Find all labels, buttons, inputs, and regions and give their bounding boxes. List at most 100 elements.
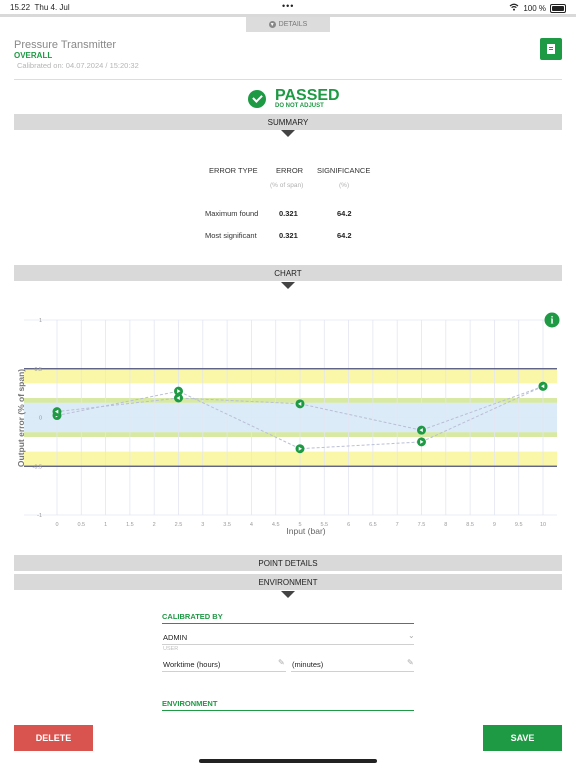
direction-arrow-icon (298, 401, 302, 406)
chevron-down-icon[interactable]: ⌄ (408, 631, 415, 640)
y-axis-label: Output error (% of span) (16, 369, 26, 467)
summary-header-type: ERROR TYPE (209, 166, 258, 175)
x-tick-label: 6.5 (369, 522, 377, 528)
x-tick-label: 10 (540, 522, 546, 528)
note-button[interactable] (540, 38, 562, 60)
info-button[interactable]: i (544, 312, 560, 328)
note-icon (547, 44, 555, 54)
environment-divider (162, 710, 414, 711)
y-tick-label: 0.5 (34, 367, 42, 373)
x-tick-label: 4.5 (272, 522, 280, 528)
save-button[interactable]: SAVE (483, 725, 562, 751)
summary-row-type: Most significant (205, 231, 257, 240)
user-caption: USER (163, 646, 179, 652)
series-line-up (56, 385, 544, 450)
worktime-hours-input[interactable]: Worktime (hours) (163, 660, 221, 669)
summary-row-error: 0.321 (279, 209, 298, 218)
summary-row-error: 0.321 (279, 231, 298, 240)
calibrated-by-label: CALIBRATED BY (162, 612, 223, 621)
error-chart: 0 0.5 1 1.5 2 2.5 3 3.5 4 4.5 5 5.5 6 6.5 7 7.5 8 8.5 9 9.5… (16, 312, 560, 536)
x-tick-label: 4 (250, 522, 253, 528)
tolerance-band (24, 451, 557, 467)
info-icon: i (551, 316, 554, 327)
chart-section-header[interactable]: CHART (14, 265, 562, 281)
home-indicator[interactable] (199, 759, 377, 763)
x-tick-label: 0.5 (77, 522, 85, 528)
chevron-down-circle-icon: ▼ (268, 21, 276, 28)
x-tick-label: 7.5 (418, 522, 426, 528)
environment-section-label: ENVIRONMENT (258, 577, 318, 587)
battery-percent: 100 % (523, 3, 546, 13)
multitask-dots-icon[interactable]: ••• (282, 1, 295, 11)
x-tick-label: 8.5 (466, 522, 474, 528)
check-circle-icon (248, 90, 266, 108)
worktime-minutes-input[interactable]: (minutes) (292, 660, 324, 669)
direction-arrow-icon (420, 439, 424, 444)
top-divider (0, 14, 576, 17)
user-underline (162, 644, 414, 645)
user-select[interactable]: ADMIN (163, 633, 188, 642)
x-axis-label: Input (bar) (286, 526, 325, 536)
wifi-icon (509, 3, 519, 13)
tolerance-band (24, 432, 557, 437)
header-divider (14, 79, 562, 80)
delete-button[interactable]: DELETE (14, 725, 93, 751)
result-sub: DO NOT ADJUST (275, 103, 324, 109)
pencil-icon[interactable]: ✎ (278, 658, 285, 667)
direction-arrow-icon (176, 396, 180, 400)
environment-label: ENVIRONMENT (162, 699, 218, 708)
x-tick-label: 1.5 (126, 522, 134, 528)
point-details-section-header[interactable]: POINT DETAILS (14, 555, 562, 571)
chart-arrow-icon (281, 282, 295, 289)
x-tick-label: 1 (104, 522, 107, 528)
summary-row-significance: 64.2 (337, 231, 352, 240)
x-tick-label: 2.5 (175, 522, 183, 528)
result-status: PASSED (275, 87, 340, 104)
x-tick-label: 0 (55, 522, 58, 528)
tolerance-band (24, 368, 557, 384)
details-tab-label: DETAILS (278, 21, 308, 28)
summary-section-label: SUMMARY (267, 117, 309, 127)
summary-header-error: ERROR (276, 166, 304, 175)
y-tick-label: -1 (37, 513, 42, 519)
calibrated-by-divider (162, 623, 414, 624)
instrument-title: Pressure Transmitter (14, 39, 117, 51)
pencil-icon[interactable]: ✎ (407, 658, 414, 667)
point-details-label: POINT DETAILS (258, 558, 318, 568)
worktime-hours-underline (162, 671, 286, 672)
direction-arrow-icon (298, 446, 302, 451)
direction-arrow-icon (55, 409, 59, 414)
summary-unit-significance: (%) (339, 182, 350, 189)
environment-arrow-icon (281, 591, 295, 598)
summary-arrow-icon (281, 130, 295, 137)
worktime-minutes-underline (291, 671, 414, 672)
x-tick-label: 9 (493, 522, 496, 528)
x-tick-label: 7 (396, 522, 399, 528)
x-tick-label: 3.5 (223, 522, 231, 528)
summary-row-significance: 64.2 (337, 209, 352, 218)
summary-unit-error: (% of span) (270, 182, 304, 189)
series-line-down (56, 385, 544, 431)
battery-icon (550, 3, 566, 13)
environment-section-header[interactable]: ENVIRONMENT (14, 574, 562, 590)
status-bar: 15.22 Thu 4. Jul ••• 100 % (0, 0, 576, 14)
y-tick-label: 1 (39, 318, 42, 324)
y-tick-label: 0 (39, 416, 42, 422)
x-tick-label: 6 (347, 522, 350, 528)
direction-arrow-icon (541, 384, 545, 389)
x-tick-label: 2 (153, 522, 156, 528)
overall-label: OVERALL (14, 51, 53, 60)
details-tab[interactable]: ▼ DETAILS (246, 17, 330, 32)
direction-arrow-icon (177, 389, 181, 394)
x-tick-label: 5 (298, 522, 301, 528)
summary-section-header[interactable]: SUMMARY (14, 114, 562, 130)
calibrated-on: Calibrated on: 04.07.2024 / 15:20:32 (17, 61, 139, 70)
x-tick-label: 5.5 (320, 522, 328, 528)
status-time: 15.22 Thu 4. Jul (10, 3, 70, 12)
x-tick-label: 9.5 (515, 522, 523, 528)
chart-section-label: CHART (274, 268, 302, 278)
direction-arrow-icon (419, 428, 423, 433)
summary-header-significance: SIGNIFICANCE (317, 166, 371, 175)
x-tick-label: 3 (201, 522, 204, 528)
x-tick-label: 8 (444, 522, 447, 528)
